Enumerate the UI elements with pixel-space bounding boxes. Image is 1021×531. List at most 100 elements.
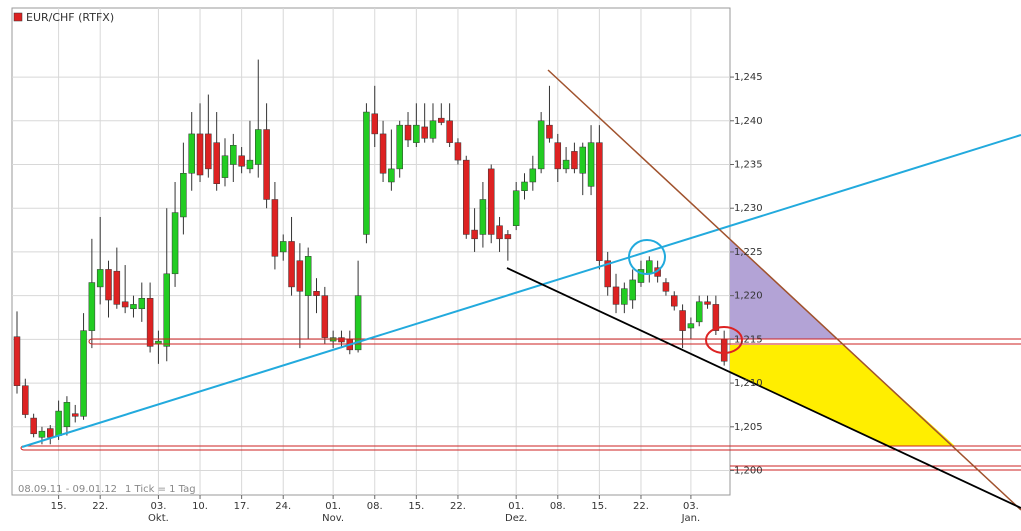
- candle-body: [13, 336, 21, 386]
- x-tick-label: 10.: [192, 501, 208, 512]
- candle-body: [463, 159, 470, 235]
- candle-body: [379, 133, 387, 174]
- x-tick-label: 01.: [325, 501, 341, 512]
- candle-body: [138, 298, 146, 310]
- grid: [12, 8, 730, 495]
- candle-body: [146, 298, 154, 347]
- candle-body: [96, 269, 104, 288]
- x-tick-label: 15.: [591, 501, 607, 512]
- candle-body: [637, 269, 645, 283]
- y-tick-label: 1,205: [734, 422, 763, 433]
- candle-body: [554, 142, 562, 170]
- candle-body: [363, 111, 370, 235]
- candle-body: [712, 304, 720, 331]
- trend-line: [506, 267, 1021, 509]
- candle-body: [537, 120, 545, 170]
- candle-body: [621, 288, 628, 305]
- x-tick-label: 15.: [408, 501, 424, 512]
- candle-body: [288, 241, 295, 288]
- trend-line: [547, 69, 1021, 511]
- candle-body: [429, 120, 437, 139]
- candles: [13, 59, 728, 445]
- candle-body: [479, 199, 487, 235]
- candle-body: [130, 304, 137, 310]
- candle-body: [221, 155, 229, 178]
- x-tick-label: 03.: [683, 501, 699, 512]
- y-tick-label: 1,235: [734, 160, 763, 171]
- candle-body: [629, 279, 636, 301]
- candle-body: [646, 260, 653, 275]
- candle-body: [396, 124, 403, 170]
- candle-body: [105, 269, 112, 301]
- y-tick-label: 1,215: [734, 334, 763, 345]
- candle-body: [205, 133, 212, 170]
- support-line: [730, 465, 1021, 471]
- candle-body: [321, 295, 329, 338]
- x-tick-label: 08.: [550, 501, 566, 512]
- candle-body: [679, 310, 686, 331]
- candle-body: [671, 295, 678, 307]
- candle-body: [521, 181, 528, 191]
- candle-body: [63, 402, 71, 428]
- candle-body: [213, 142, 220, 184]
- candle-body: [454, 142, 462, 161]
- candle-body: [612, 286, 620, 305]
- x-tick-label: 15.: [51, 501, 67, 512]
- candle-body: [71, 413, 79, 417]
- candle-body: [529, 168, 537, 183]
- candle-body: [413, 124, 420, 143]
- x-tick-label: 22.: [450, 501, 466, 512]
- candle-body: [438, 117, 445, 123]
- candle-body: [180, 172, 187, 218]
- candle-body: [313, 291, 320, 296]
- highlight-circle: [705, 326, 743, 354]
- x-month-label: Okt.: [148, 513, 169, 524]
- highlight-circle: [628, 239, 666, 275]
- candle-body: [163, 273, 170, 347]
- candle-body: [338, 337, 345, 343]
- candle-body: [662, 282, 670, 292]
- x-tick-label: 24.: [275, 501, 291, 512]
- candle-body: [22, 385, 29, 415]
- candle-body: [446, 120, 453, 143]
- candle-body: [80, 330, 87, 417]
- y-tick-label: 1,225: [734, 247, 763, 258]
- candle-body: [304, 256, 312, 296]
- y-tick-label: 1,240: [734, 116, 763, 127]
- tick-info: 1 Tick = 1 Tag: [125, 484, 196, 495]
- candle-body: [496, 225, 503, 240]
- candle-body: [604, 260, 611, 288]
- y-tick-label: 1,200: [734, 466, 763, 477]
- candle-body: [562, 159, 570, 170]
- candle-body: [720, 339, 728, 362]
- x-tick-label: 08.: [367, 501, 383, 512]
- candle-body: [238, 155, 245, 167]
- y-tick-label: 1,230: [734, 203, 763, 214]
- chart-title: EUR/CHF (RTFX): [26, 11, 114, 24]
- candle-body: [687, 323, 695, 329]
- candle-body: [88, 282, 96, 331]
- candle-body: [246, 159, 254, 170]
- title-marker: [13, 12, 23, 22]
- candle-body: [171, 212, 179, 275]
- y-tick-label: 1,245: [734, 72, 763, 83]
- candle-body: [579, 146, 586, 174]
- x-month-label: Nov.: [322, 513, 344, 524]
- candle-body: [704, 301, 711, 305]
- candle-body: [471, 229, 478, 240]
- candle-body: [371, 113, 378, 135]
- x-month-label: Dez.: [505, 513, 527, 524]
- x-tick-label: 22.: [633, 501, 649, 512]
- candle-body: [113, 270, 121, 305]
- candle-body: [695, 301, 703, 323]
- candle-body: [512, 190, 520, 226]
- axes: 1,200 1,205 1,210 1,215 1,220 1,225 1,230 1,235…: [51, 72, 763, 524]
- y-tick-label: 1,220: [734, 291, 763, 302]
- x-tick-label: 17.: [234, 501, 250, 512]
- candle-body: [296, 260, 304, 292]
- candle-body: [587, 142, 595, 187]
- candle-body: [47, 428, 54, 438]
- candle-body: [546, 124, 553, 139]
- candle-body: [421, 126, 428, 139]
